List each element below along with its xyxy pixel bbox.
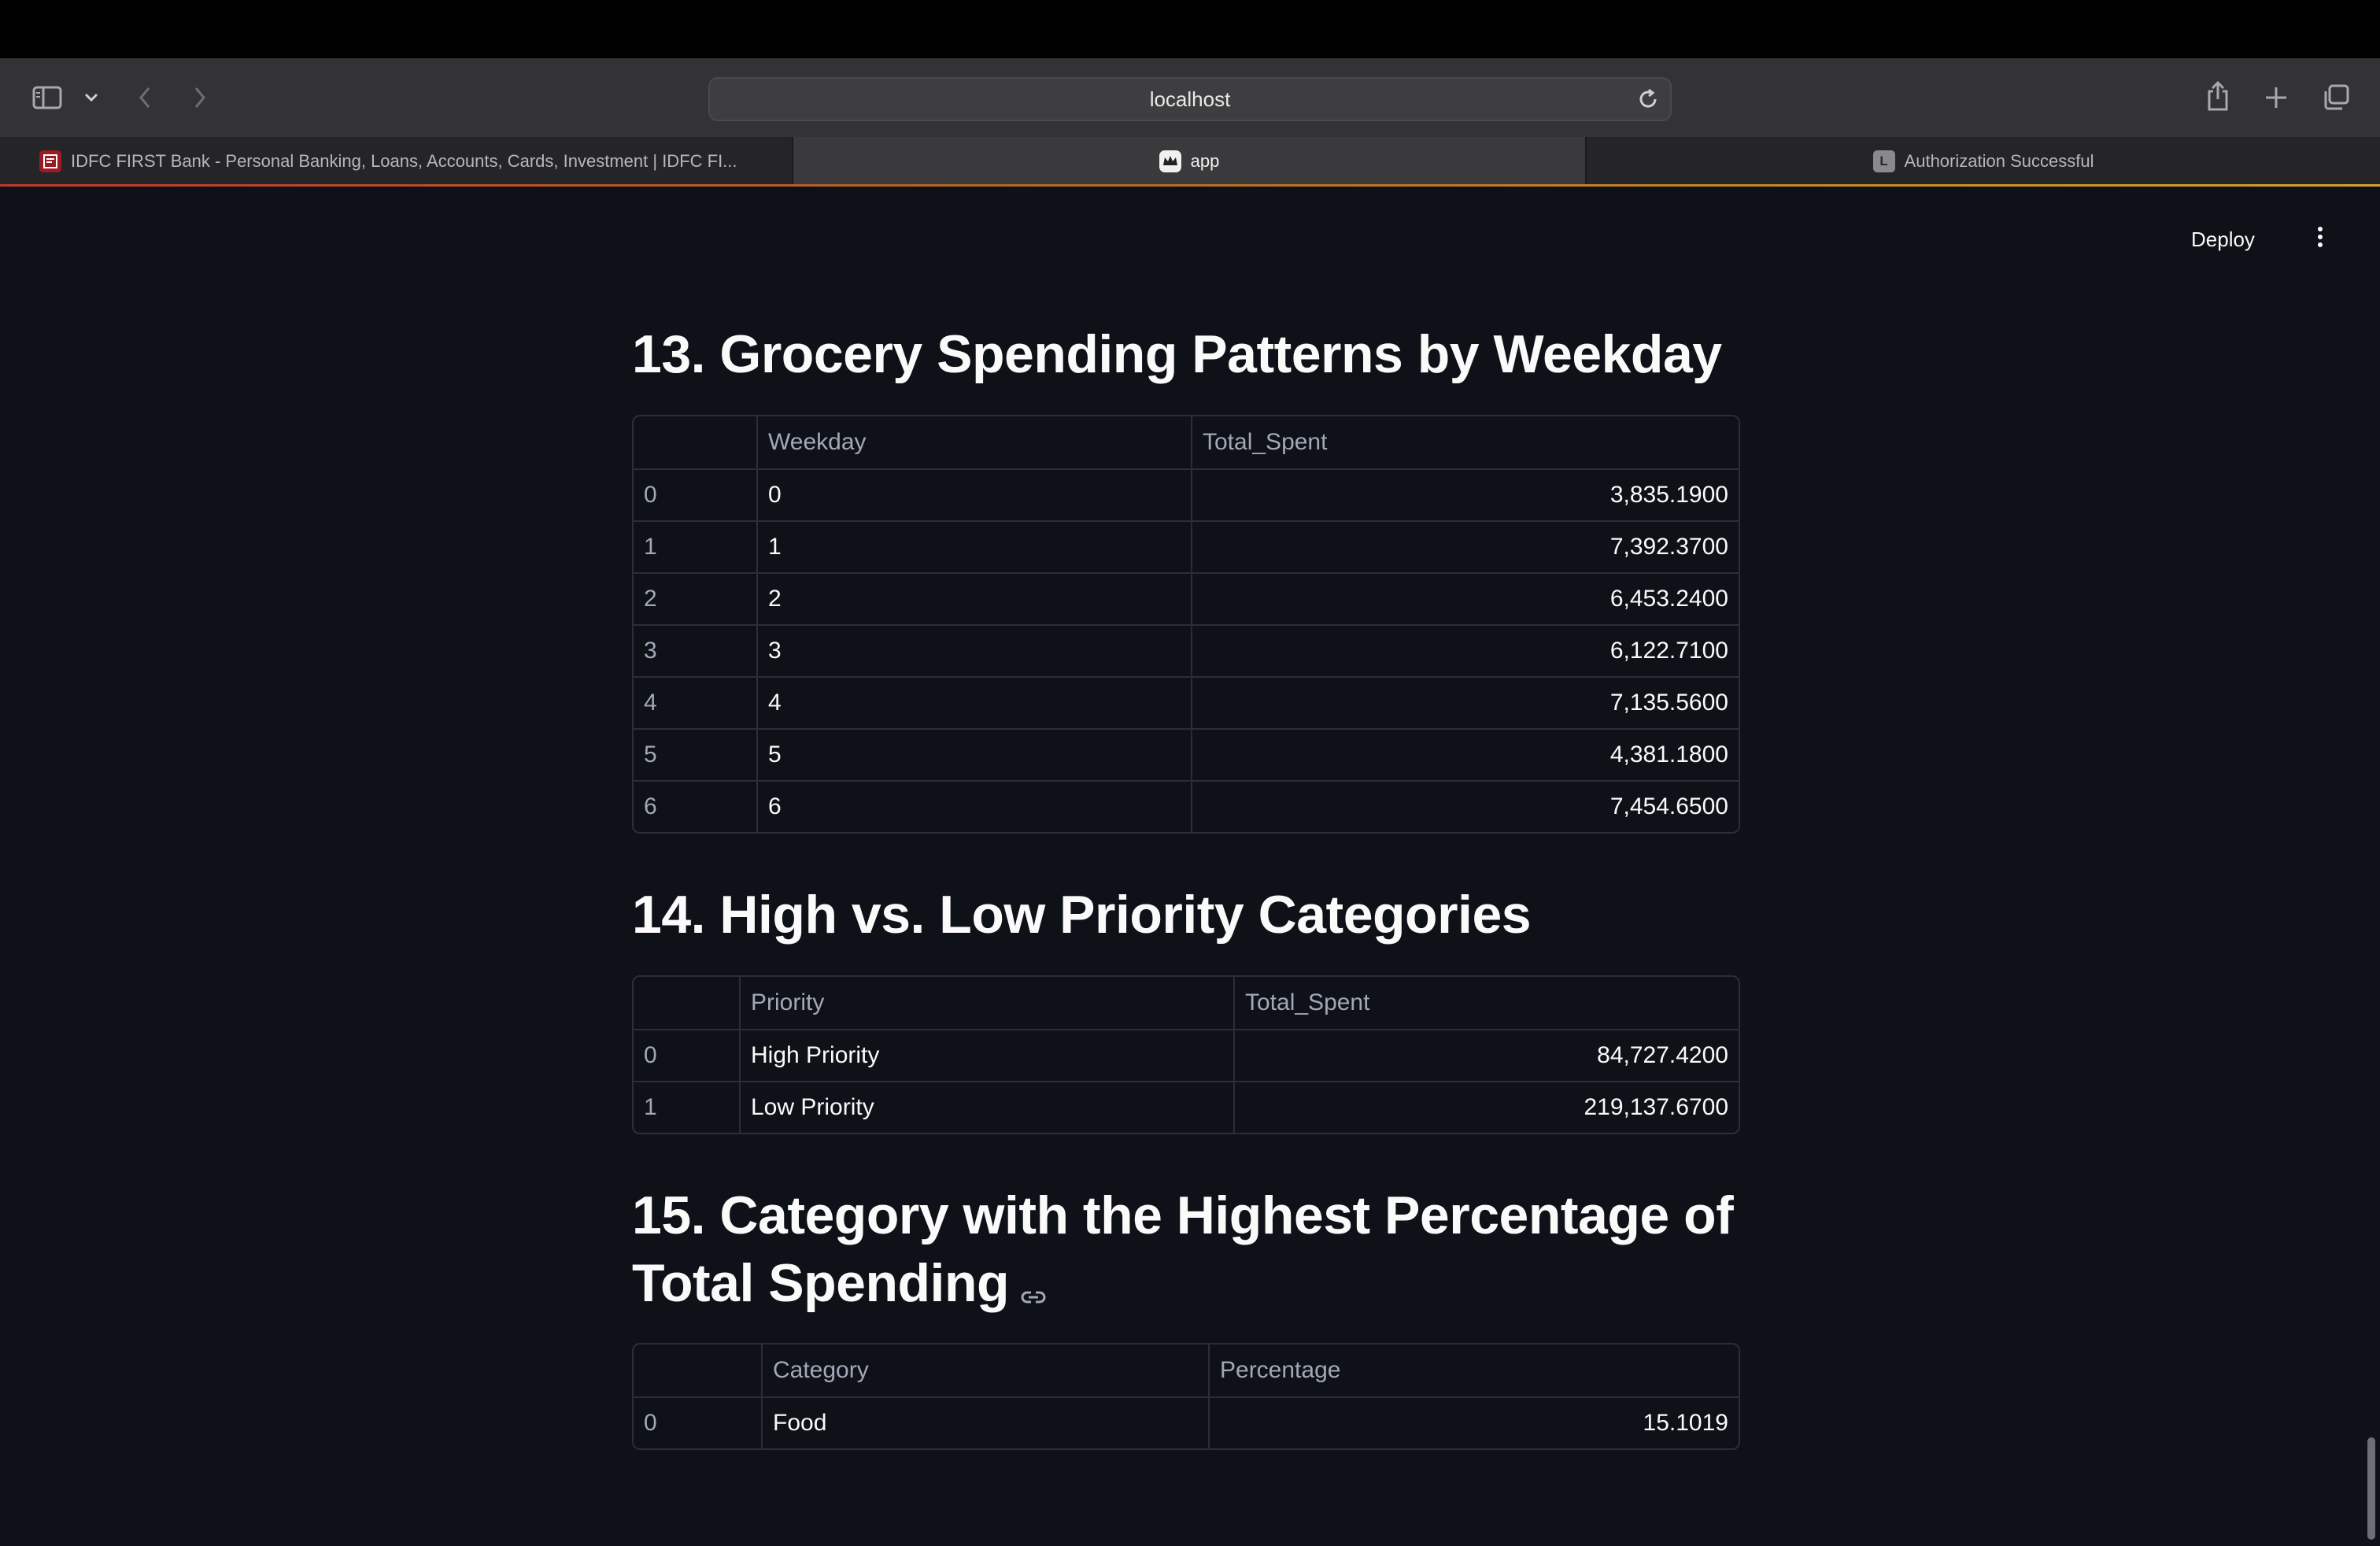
- priority-cell[interactable]: High Priority: [739, 1030, 1233, 1081]
- total-spent-cell[interactable]: 7,135.5600: [1191, 678, 1739, 728]
- column-header-priority[interactable]: Priority: [739, 977, 1233, 1029]
- back-arrow-icon[interactable]: [132, 82, 157, 113]
- table-row: 0 Food 15.1019: [634, 1396, 1739, 1448]
- total-spent-cell[interactable]: 7,392.3700: [1191, 522, 1739, 572]
- share-icon[interactable]: [2204, 79, 2232, 113]
- address-bar[interactable]: localhost: [708, 77, 1672, 121]
- table-header-row: Weekday Total_Spent: [634, 416, 1739, 468]
- tab-authorization[interactable]: L Authorization Successful: [1587, 137, 2380, 186]
- total-spent-cell[interactable]: 4,381.1800: [1191, 730, 1739, 780]
- tab-label: Authorization Successful: [1904, 151, 2094, 171]
- weekday-cell[interactable]: 4: [756, 678, 1191, 728]
- idfc-bank-icon: [39, 150, 61, 172]
- category-percentage-table[interactable]: Category Percentage 0 Food 15.1019: [632, 1343, 1740, 1450]
- column-header-total-spent[interactable]: Total_Spent: [1233, 977, 1739, 1029]
- tab-divider: [1585, 137, 1587, 186]
- category-cell[interactable]: Food: [761, 1398, 1208, 1448]
- row-index: 5: [644, 742, 657, 767]
- tab-divider: [792, 137, 793, 186]
- percentage-cell[interactable]: 15.1019: [1208, 1398, 1739, 1448]
- section-15-title-line2: Total Spending: [632, 1253, 1010, 1313]
- table-row: 0 High Priority 84,727.4200: [634, 1029, 1739, 1081]
- row-index: 6: [644, 793, 657, 819]
- row-index: 0: [644, 482, 657, 508]
- tab-label: app: [1190, 151, 1220, 171]
- section-14-title: 14. High vs. Low Priority Categories: [632, 885, 1532, 945]
- total-spent-cell[interactable]: 6,122.7100: [1191, 626, 1739, 676]
- table-row: 1 1 7,392.3700: [634, 520, 1739, 572]
- tab-label: IDFC FIRST Bank - Personal Banking, Loan…: [71, 151, 737, 171]
- forward-arrow-icon[interactable]: [187, 82, 213, 113]
- weekday-cell[interactable]: 0: [756, 470, 1191, 520]
- weekday-spending-table[interactable]: Weekday Total_Spent 0 0 3,835.1900 1 1 7…: [632, 415, 1740, 834]
- table-row: 6 6 7,454.6500: [634, 780, 1739, 832]
- letter-l-icon: L: [1872, 150, 1895, 172]
- priority-spending-table[interactable]: Priority Total_Spent 0 High Priority 84,…: [632, 975, 1740, 1134]
- row-index: 2: [644, 586, 657, 612]
- tab-app[interactable]: app: [793, 137, 1585, 186]
- column-header-total-spent[interactable]: Total_Spent: [1191, 416, 1739, 468]
- index-header: [634, 977, 739, 1029]
- main-menu-icon[interactable]: [2311, 224, 2330, 253]
- table-header-row: Category Percentage: [634, 1344, 1739, 1396]
- table-row: 2 2 6,453.2400: [634, 572, 1739, 624]
- total-spent-cell[interactable]: 3,835.1900: [1191, 470, 1739, 520]
- app-main: Deploy 13. Grocery Spending Patterns by …: [0, 187, 2380, 1546]
- weekday-cell[interactable]: 2: [756, 574, 1191, 624]
- section-13-title: 13. Grocery Spending Patterns by Weekday: [632, 324, 1722, 384]
- column-header-category[interactable]: Category: [761, 1344, 1208, 1396]
- anchor-link-icon[interactable]: [1020, 1253, 1047, 1321]
- table-row: 3 3 6,122.7100: [634, 624, 1739, 676]
- table-row: 1 Low Priority 219,137.6700: [634, 1081, 1739, 1133]
- row-index: 1: [644, 1094, 657, 1120]
- index-header: [634, 1344, 761, 1396]
- weekday-cell[interactable]: 3: [756, 626, 1191, 676]
- table-header-row: Priority Total_Spent: [634, 977, 1739, 1029]
- tab-overview-icon[interactable]: [2320, 83, 2352, 112]
- screen-top-bar: [0, 0, 2380, 58]
- tab-idfc-bank[interactable]: IDFC FIRST Bank - Personal Banking, Loan…: [0, 137, 792, 186]
- table-row: 5 5 4,381.1800: [634, 728, 1739, 780]
- weekday-cell[interactable]: 6: [756, 782, 1191, 832]
- tab-bar: IDFC FIRST Bank - Personal Banking, Loan…: [0, 137, 2380, 186]
- page-scrollbar[interactable]: [2367, 1437, 2375, 1540]
- section-15-title-line1: 15. Category with the Highest Percentage…: [632, 1185, 1734, 1245]
- weekday-cell[interactable]: 1: [756, 522, 1191, 572]
- deploy-button[interactable]: Deploy: [2191, 227, 2255, 251]
- priority-cell[interactable]: Low Priority: [739, 1082, 1233, 1133]
- streamlit-crown-icon: [1159, 150, 1181, 172]
- reload-icon[interactable]: [1635, 87, 1661, 112]
- sidebar-toggle-icon[interactable]: [30, 82, 66, 113]
- table-row: 4 4 7,135.5600: [634, 676, 1739, 728]
- total-spent-cell[interactable]: 6,453.2400: [1191, 574, 1739, 624]
- new-tab-icon[interactable]: [2262, 83, 2290, 112]
- chevron-down-icon[interactable]: [79, 88, 104, 107]
- url-text: localhost: [1149, 87, 1231, 111]
- total-spent-cell[interactable]: 7,454.6500: [1191, 782, 1739, 832]
- weekday-cell[interactable]: 5: [756, 730, 1191, 780]
- table-row: 0 0 3,835.1900: [634, 468, 1739, 520]
- column-header-percentage[interactable]: Percentage: [1208, 1344, 1739, 1396]
- section-15-title: 15. Category with the Highest Percentage…: [632, 1182, 1750, 1321]
- column-header-weekday[interactable]: Weekday: [756, 416, 1191, 468]
- row-index: 3: [644, 638, 657, 664]
- page-load-indicator: [0, 184, 2380, 187]
- row-index: 0: [644, 1410, 657, 1436]
- row-index: 0: [644, 1042, 657, 1068]
- row-index: 1: [644, 534, 657, 560]
- total-spent-cell[interactable]: 219,137.6700: [1233, 1082, 1739, 1133]
- index-header: [634, 416, 756, 468]
- row-index: 4: [644, 690, 657, 716]
- total-spent-cell[interactable]: 84,727.4200: [1233, 1030, 1739, 1081]
